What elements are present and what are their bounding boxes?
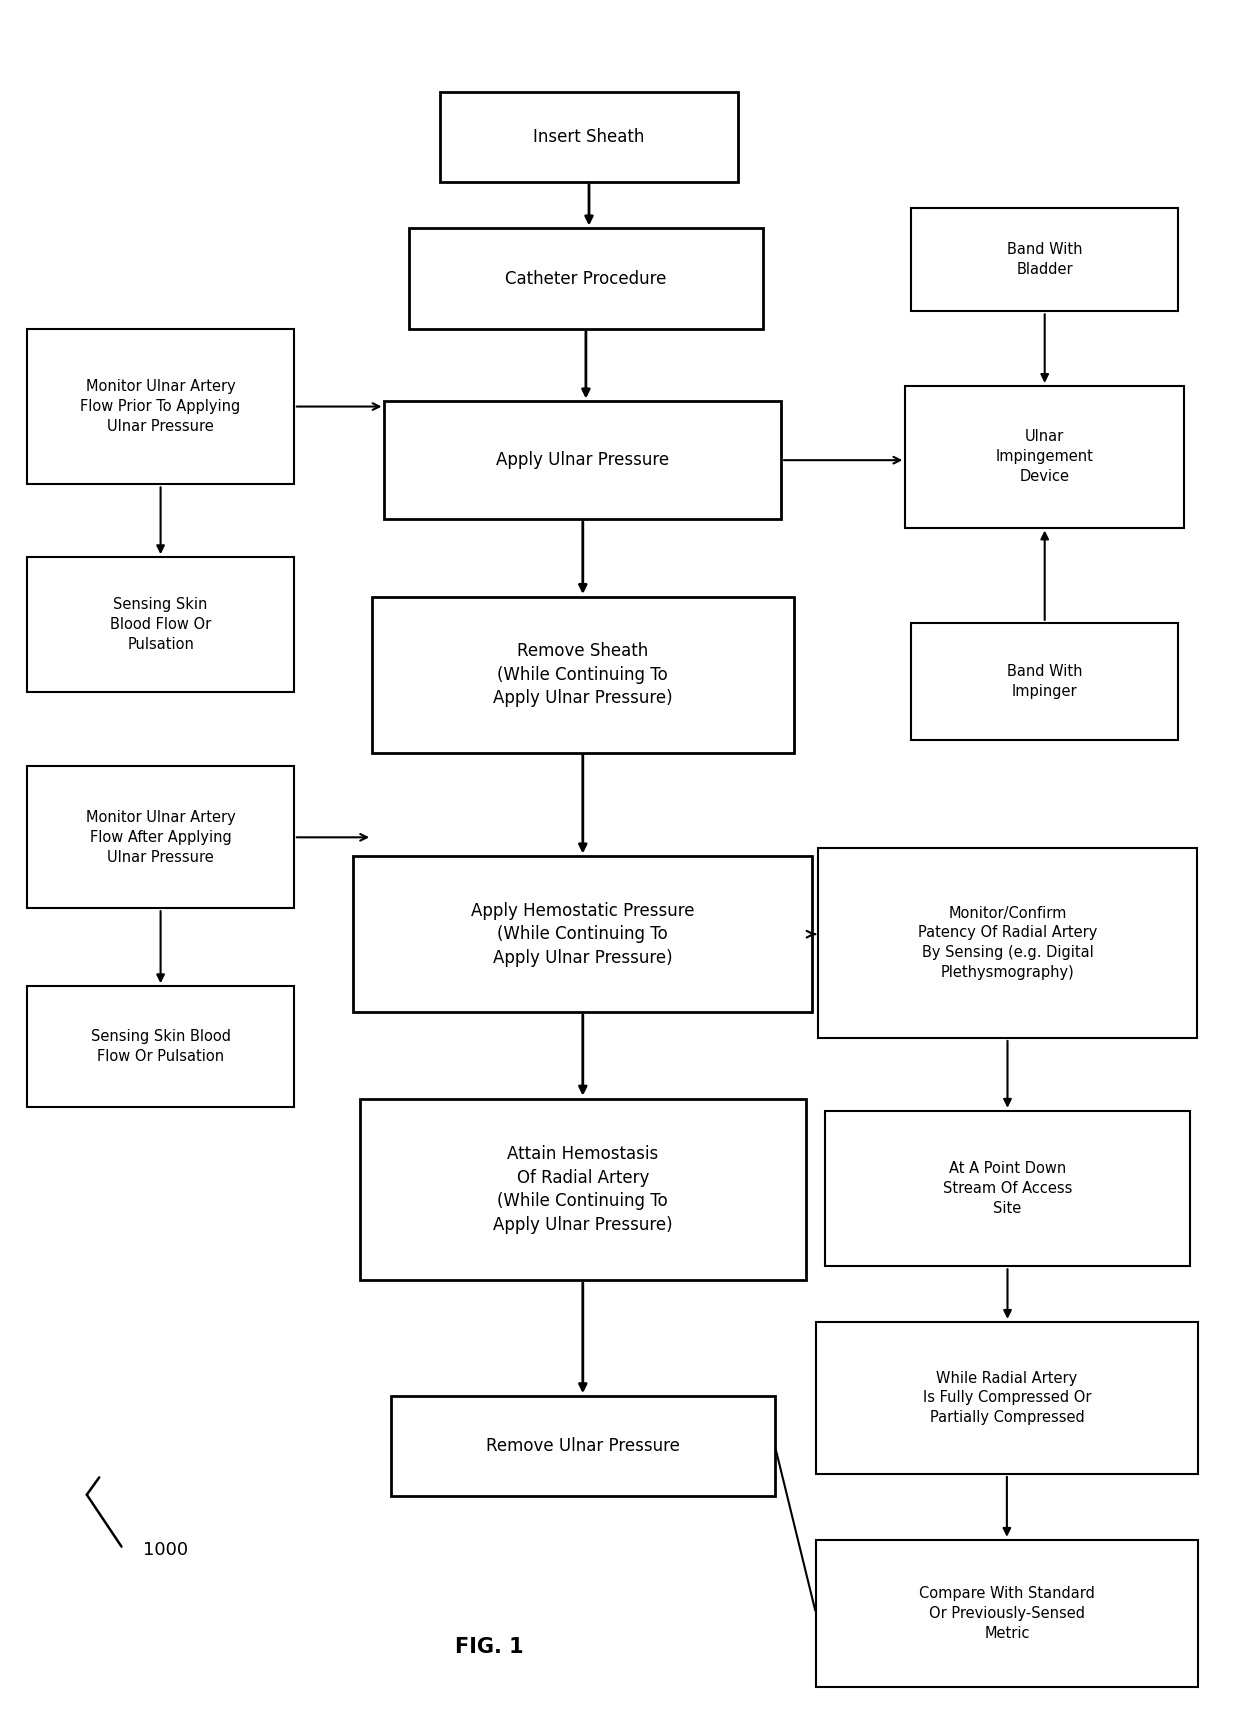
- Text: Ulnar
Impingement
Device: Ulnar Impingement Device: [996, 429, 1094, 484]
- Text: Apply Hemostatic Pressure
(While Continuing To
Apply Ulnar Pressure): Apply Hemostatic Pressure (While Continu…: [471, 901, 694, 967]
- Text: While Radial Artery
Is Fully Compressed Or
Partially Compressed: While Radial Artery Is Fully Compressed …: [923, 1370, 1091, 1426]
- Text: Monitor/Confirm
Patency Of Radial Artery
By Sensing (e.g. Digital
Plethysmograph: Monitor/Confirm Patency Of Radial Artery…: [918, 905, 1097, 981]
- FancyBboxPatch shape: [372, 597, 794, 753]
- Text: Sensing Skin
Blood Flow Or
Pulsation: Sensing Skin Blood Flow Or Pulsation: [110, 597, 211, 652]
- FancyBboxPatch shape: [27, 766, 294, 908]
- FancyBboxPatch shape: [391, 1396, 775, 1496]
- FancyBboxPatch shape: [440, 92, 738, 182]
- Text: Sensing Skin Blood
Flow Or Pulsation: Sensing Skin Blood Flow Or Pulsation: [91, 1029, 231, 1064]
- FancyBboxPatch shape: [911, 208, 1178, 311]
- Text: Band With
Bladder: Band With Bladder: [1007, 242, 1083, 277]
- FancyBboxPatch shape: [353, 856, 812, 1012]
- Text: Remove Ulnar Pressure: Remove Ulnar Pressure: [486, 1438, 680, 1455]
- Text: Attain Hemostasis
Of Radial Artery
(While Continuing To
Apply Ulnar Pressure): Attain Hemostasis Of Radial Artery (Whil…: [494, 1145, 672, 1233]
- Text: Remove Sheath
(While Continuing To
Apply Ulnar Pressure): Remove Sheath (While Continuing To Apply…: [494, 642, 672, 708]
- Text: Catheter Procedure: Catheter Procedure: [505, 270, 667, 287]
- FancyBboxPatch shape: [384, 401, 781, 519]
- Text: FIG. 1: FIG. 1: [455, 1637, 525, 1657]
- Text: At A Point Down
Stream Of Access
Site: At A Point Down Stream Of Access Site: [942, 1161, 1073, 1216]
- FancyBboxPatch shape: [911, 623, 1178, 740]
- FancyBboxPatch shape: [825, 1111, 1190, 1266]
- FancyBboxPatch shape: [27, 329, 294, 484]
- FancyBboxPatch shape: [816, 1322, 1198, 1474]
- FancyBboxPatch shape: [27, 986, 294, 1107]
- Text: 1000: 1000: [143, 1541, 187, 1559]
- Text: Band With
Impinger: Band With Impinger: [1007, 664, 1083, 699]
- Text: Insert Sheath: Insert Sheath: [533, 128, 645, 145]
- FancyBboxPatch shape: [409, 228, 763, 329]
- FancyBboxPatch shape: [816, 1540, 1198, 1687]
- Text: Monitor Ulnar Artery
Flow After Applying
Ulnar Pressure: Monitor Ulnar Artery Flow After Applying…: [86, 810, 236, 865]
- FancyBboxPatch shape: [360, 1099, 806, 1280]
- FancyBboxPatch shape: [27, 557, 294, 692]
- Text: Monitor Ulnar Artery
Flow Prior To Applying
Ulnar Pressure: Monitor Ulnar Artery Flow Prior To Apply…: [81, 379, 241, 434]
- FancyBboxPatch shape: [818, 848, 1197, 1038]
- Text: Apply Ulnar Pressure: Apply Ulnar Pressure: [496, 452, 670, 469]
- Text: Compare With Standard
Or Previously-Sensed
Metric: Compare With Standard Or Previously-Sens…: [919, 1586, 1095, 1640]
- FancyBboxPatch shape: [905, 386, 1184, 528]
